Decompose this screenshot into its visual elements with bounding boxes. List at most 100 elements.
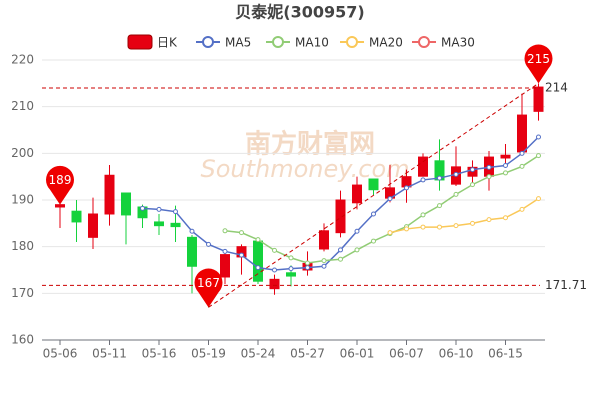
x-tick-label: 06-07	[389, 347, 424, 361]
ma-point	[503, 215, 508, 221]
ma-point	[519, 150, 525, 156]
chart-title: 贝泰妮(300957)	[235, 3, 364, 22]
x-tick-label: 06-10	[439, 347, 474, 361]
legend-icon	[127, 34, 153, 50]
trend-line	[208, 82, 539, 308]
candle-body	[319, 230, 329, 250]
ma-point	[255, 265, 261, 271]
ma-point	[486, 164, 492, 170]
ma-point	[437, 203, 442, 209]
ma-point	[288, 266, 294, 272]
ma-point	[288, 255, 294, 261]
ma-point	[371, 211, 376, 217]
ma-point	[486, 217, 492, 223]
ma-point	[453, 171, 459, 177]
ma-point	[272, 267, 277, 273]
ref-label: 171.71	[545, 278, 587, 292]
pin-marker	[524, 44, 553, 84]
y-tick-label: 170	[11, 286, 34, 300]
candle-body	[121, 192, 131, 216]
ma-line	[389, 197, 539, 234]
ma-point	[470, 167, 475, 173]
ma-point	[470, 182, 475, 188]
x-tick-label: 05-06	[43, 347, 78, 361]
candle-body	[533, 86, 544, 112]
ma-point	[519, 206, 525, 212]
ma-point	[486, 174, 492, 180]
pin-label: 189	[49, 173, 72, 187]
ma-point	[206, 241, 211, 247]
ma-point	[387, 230, 393, 236]
ma-point	[255, 237, 261, 243]
ma-point	[387, 196, 393, 202]
candle-body	[335, 199, 346, 234]
y-tick-label: 200	[11, 146, 34, 160]
ma-point	[536, 196, 541, 202]
ma-point	[470, 220, 475, 226]
candle-body	[187, 236, 197, 267]
ma-point	[503, 162, 508, 168]
x-tick-label: 05-19	[191, 347, 226, 361]
ma-point	[404, 185, 409, 191]
x-tick-label: 05-24	[241, 347, 276, 361]
x-tick-label: 05-11	[92, 347, 127, 361]
watermark: 南方财富网	[245, 129, 375, 160]
pin-marker	[194, 268, 223, 308]
candle-body	[418, 156, 428, 177]
candle-body	[170, 222, 181, 228]
legend-icon	[272, 36, 284, 48]
ma-point	[222, 228, 228, 234]
x-tick-label: 05-16	[142, 347, 177, 361]
ref-label: 214	[545, 81, 568, 95]
y-tick-label: 160	[11, 333, 34, 347]
candle-body	[352, 184, 362, 204]
ma-point	[321, 258, 327, 264]
candle-body	[286, 272, 296, 277]
ma-point	[173, 209, 178, 215]
pin-label: 167	[197, 276, 220, 290]
candle-body	[220, 254, 230, 278]
y-tick-label: 180	[11, 239, 34, 253]
ma-point	[239, 252, 244, 258]
ma-point	[453, 191, 459, 197]
ma-point	[222, 248, 228, 254]
x-tick-label: 06-15	[488, 347, 523, 361]
candle-body	[517, 114, 527, 153]
legend-icon	[202, 36, 214, 48]
ma-point	[272, 247, 277, 253]
candle-body	[154, 221, 164, 227]
ma-point	[338, 247, 343, 253]
ma-line	[224, 155, 539, 264]
ma-point	[321, 263, 327, 269]
ma-point	[239, 230, 244, 236]
ma-point	[503, 170, 508, 176]
candle-body	[368, 178, 379, 191]
legend-label: 日K	[157, 36, 178, 50]
y-tick-label: 220	[11, 53, 34, 67]
ma-point	[338, 256, 343, 262]
legend-label: MA30	[441, 36, 475, 50]
candle-body	[500, 154, 511, 159]
legend-label: MA10	[295, 36, 329, 50]
x-tick-label: 06-01	[340, 347, 375, 361]
ma-point	[453, 223, 459, 229]
pin-marker	[46, 165, 74, 205]
legend-icon	[418, 36, 430, 48]
ma-point	[404, 226, 409, 232]
ma-point	[420, 177, 426, 183]
ma-point	[437, 175, 442, 181]
candle-body	[269, 278, 280, 290]
candle-body	[55, 204, 65, 208]
ma-point	[420, 224, 426, 230]
ma-point	[305, 265, 310, 271]
ma-point	[156, 206, 162, 212]
x-tick-label: 05-27	[290, 347, 325, 361]
ma-point	[519, 163, 525, 169]
legend-icon	[346, 36, 358, 48]
y-tick-label: 210	[11, 99, 34, 113]
ma-point	[354, 247, 360, 253]
candle-body	[253, 240, 263, 282]
ma-point	[536, 134, 541, 140]
ma-point	[371, 238, 376, 244]
ma-point	[305, 260, 310, 266]
